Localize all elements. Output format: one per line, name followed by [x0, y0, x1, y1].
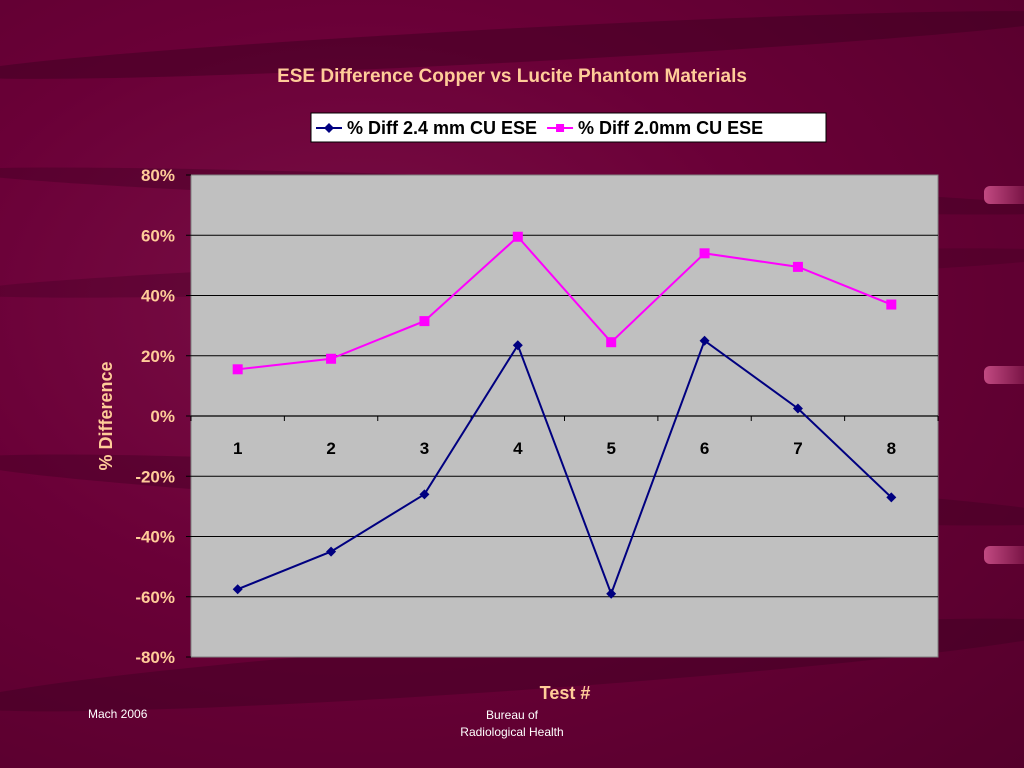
footer-org-line1: Bureau of [485, 708, 539, 722]
y-tick-label: 20% [141, 347, 175, 366]
data-point [792, 403, 803, 414]
x-tick-label: 6 [700, 439, 709, 458]
legend-label-2: % Diff 2.0mm CU ESE [578, 118, 763, 138]
data-point [419, 489, 430, 500]
legend-label-1: % Diff 2.4 mm CU ESE [347, 118, 537, 138]
data-point [512, 340, 523, 351]
x-tick-label: 5 [606, 439, 615, 458]
x-tick-label: 2 [326, 439, 335, 458]
data-point [886, 299, 897, 310]
chart-title: ESE Difference Copper vs Lucite Phantom … [277, 66, 747, 87]
data-point [699, 335, 710, 346]
footer-org-line2: Radiological Health [460, 725, 564, 739]
data-point [699, 248, 710, 259]
series-line-2 [237, 235, 892, 371]
data-point [326, 353, 337, 364]
decorative-ribbon [984, 186, 1024, 204]
data-point [232, 364, 243, 375]
y-tick-label: -20% [135, 467, 175, 486]
y-tick-label: 0% [150, 407, 175, 426]
footer-organization: Bureau of Radiological Health [412, 707, 612, 741]
y-axis-title: % Difference [96, 361, 116, 470]
data-point [326, 546, 337, 557]
x-tick-label: 3 [420, 439, 429, 458]
data-point [792, 261, 803, 272]
legend-marker [324, 123, 334, 133]
y-tick-label: 80% [141, 166, 175, 185]
decorative-ribbon [984, 366, 1024, 384]
x-tick-label: 7 [793, 439, 802, 458]
x-tick-label: 1 [233, 439, 242, 458]
y-tick-label: -60% [135, 588, 175, 607]
footer-date: Mach 2006 [88, 707, 148, 721]
data-point [606, 337, 617, 348]
y-tick-label: -40% [135, 528, 175, 547]
y-tick-label: 60% [141, 226, 175, 245]
x-axis-title: Test # [540, 683, 591, 703]
data-point [419, 316, 430, 327]
y-tick-label: 40% [141, 287, 175, 306]
series-line-1 [237, 339, 893, 597]
data-point [606, 588, 617, 599]
legend-marker [556, 124, 565, 132]
x-tick-label: 8 [887, 439, 896, 458]
y-tick-label: -80% [135, 648, 175, 667]
decorative-ribbon [984, 546, 1024, 564]
data-point [886, 492, 897, 503]
data-point [512, 231, 523, 242]
data-point [232, 584, 243, 595]
x-tick-label: 4 [513, 439, 523, 458]
